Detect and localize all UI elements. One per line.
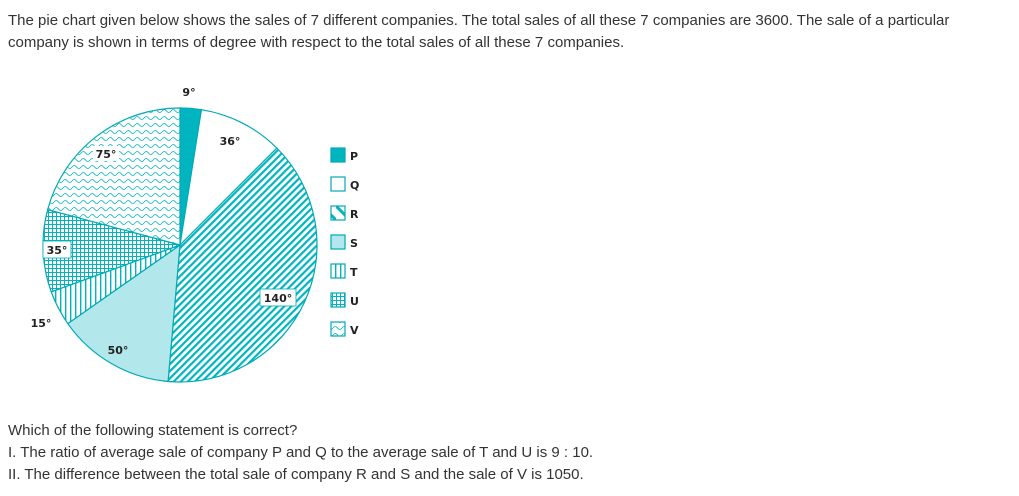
slice-label-p: 9° — [182, 86, 195, 99]
legend-label-t: T — [350, 266, 358, 279]
slice-label-u: 35° — [47, 244, 68, 257]
legend-label-u: U — [350, 295, 359, 308]
slice-label-bg-q — [217, 133, 243, 148]
legend-swatch-u — [330, 292, 346, 308]
statement-2: II. The difference between the total sal… — [8, 466, 584, 483]
legend-label-r: R — [350, 208, 359, 221]
pie-slice-s — [66, 243, 181, 383]
pie-chart: 9° 36° 140° 50° 15° 35° 75° P Q R S T U V — [31, 86, 359, 383]
slice-label-box-u — [42, 240, 72, 259]
slice-label-t: 15° — [31, 317, 52, 330]
legend-label-s: S — [350, 237, 358, 250]
slice-label-v: 75° — [96, 148, 117, 161]
legend-swatch-v — [330, 321, 346, 337]
legend-swatch-t — [330, 263, 346, 279]
slice-label-r: 140° — [264, 292, 292, 305]
intro-text: The pie chart given below shows the sale… — [8, 12, 950, 51]
legend-swatch-q — [330, 176, 346, 192]
statement-1: I. The ratio of average sale of company … — [8, 444, 594, 461]
slice-label-s: 50° — [108, 344, 129, 357]
pie-slice-v — [46, 107, 181, 246]
slice-label-box-r — [259, 288, 297, 307]
legend-label-v: V — [350, 324, 359, 337]
pie-slice-q — [179, 109, 278, 247]
legend-label-p: P — [350, 150, 358, 163]
pie-slice-r — [167, 147, 318, 383]
slice-label-bg-v — [93, 146, 119, 161]
legend-label-q: Q — [350, 179, 359, 192]
legend-swatch-p — [330, 147, 346, 163]
question-prompt: Which of the following statement is corr… — [8, 422, 298, 439]
slice-label-bg-s — [105, 342, 131, 357]
slice-label-q: 36° — [220, 135, 241, 148]
legend-swatch-s — [330, 234, 346, 250]
legend-swatch-r — [330, 205, 346, 221]
